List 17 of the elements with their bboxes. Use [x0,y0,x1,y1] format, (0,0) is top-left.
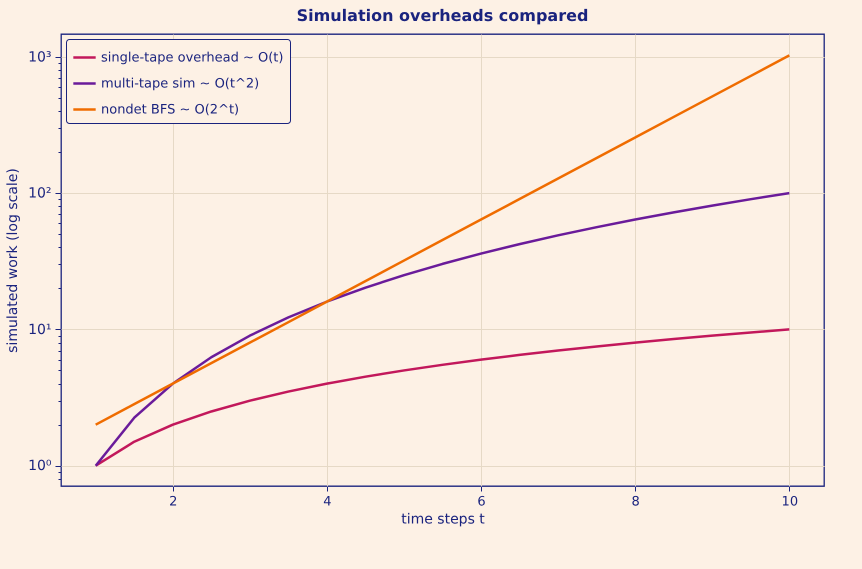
x-tick-label: 8 [632,494,640,510]
chart-title: Simulation overheads compared [296,6,588,25]
x-tick-label: 6 [477,494,486,510]
legend-label: nondet BFS ~ O(2^t) [101,102,240,118]
y-axis-title: simulated work (log scale) [5,168,22,353]
legend-label: single-tape overhead ~ O(t) [101,50,284,66]
y-tick-label: 10¹ [28,322,52,338]
line-series [94,192,791,467]
x-axis-title: time steps t [401,512,486,528]
x-tick-label: 4 [323,494,332,510]
y-tick-label: 10⁰ [28,458,52,474]
x-tick-label: 2 [169,494,178,510]
legend-label: multi-tape sim ~ O(t^2) [101,76,260,92]
line-series [94,328,791,467]
y-tick-label: 10³ [28,49,52,66]
x-tick-label: 10 [782,494,798,510]
y-tick-label: 10² [28,186,52,202]
